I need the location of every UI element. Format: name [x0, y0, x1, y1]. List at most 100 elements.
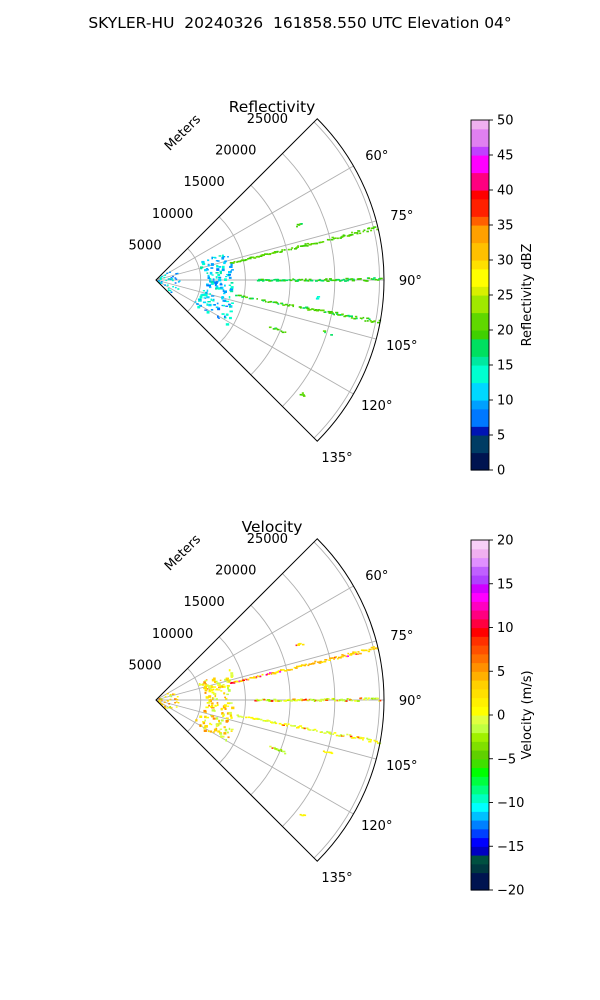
- data-point: [296, 726, 300, 729]
- colorbar-segment: [471, 417, 489, 427]
- data-point: [275, 301, 278, 304]
- data-point: [275, 280, 280, 282]
- data-point: [172, 693, 174, 695]
- data-point: [348, 315, 351, 318]
- data-point: [213, 728, 218, 732]
- data-point: [164, 707, 167, 709]
- data-point: [378, 319, 382, 322]
- data-point: [258, 699, 261, 702]
- data-point: [277, 670, 281, 672]
- data-point: [279, 671, 282, 673]
- data-point: [360, 697, 363, 699]
- colorbar-label: Reflectivity dBZ: [520, 244, 535, 347]
- data-point: [174, 698, 176, 700]
- colorbar-segment: [471, 163, 489, 174]
- data-point: [340, 655, 344, 658]
- data-point: [277, 278, 280, 281]
- data-point: [337, 657, 339, 660]
- data-point: [212, 692, 217, 695]
- data-point: [364, 697, 368, 699]
- data-point: [206, 702, 210, 704]
- data-point: [363, 698, 366, 701]
- data-point: [214, 281, 218, 284]
- data-point: [296, 280, 300, 282]
- data-point: [316, 730, 318, 732]
- data-point: [329, 733, 332, 735]
- data-point: [324, 311, 327, 313]
- data-point: [270, 279, 274, 282]
- data-point: [208, 699, 211, 702]
- data-point: [171, 279, 174, 282]
- angular-tick-label: 135°: [321, 871, 352, 886]
- data-point: [309, 243, 312, 246]
- radial-axis-label: Meters: [162, 532, 204, 574]
- data-point: [205, 684, 208, 687]
- data-point: [208, 303, 212, 307]
- data-point: [225, 276, 228, 278]
- data-point: [230, 672, 234, 675]
- data-point: [354, 700, 356, 702]
- data-point: [337, 699, 341, 702]
- colorbar-segment: [471, 435, 489, 445]
- data-point: [368, 227, 371, 229]
- data-point: [368, 648, 372, 651]
- data-point: [313, 728, 317, 731]
- data-point: [253, 718, 256, 720]
- data-point: [225, 717, 228, 720]
- data-point: [230, 716, 233, 719]
- data-point: [230, 730, 233, 732]
- data-point: [373, 277, 376, 279]
- data-point: [307, 699, 310, 702]
- colorbar-segment: [471, 190, 489, 200]
- colorbar-segment: [471, 636, 489, 646]
- data-point: [361, 317, 363, 320]
- data-point: [210, 263, 214, 266]
- data-point: [230, 263, 233, 267]
- data-point: [262, 300, 265, 302]
- data-point: [301, 699, 303, 702]
- data-point: [206, 684, 209, 687]
- data-point: [311, 308, 313, 310]
- data-point: [244, 259, 248, 261]
- colorbar-segment: [471, 706, 489, 716]
- data-point: [208, 701, 211, 704]
- data-point: [287, 248, 290, 251]
- data-point: [221, 735, 225, 738]
- data-point: [216, 682, 220, 685]
- data-point: [206, 303, 209, 306]
- data-point: [339, 734, 343, 736]
- data-point: [252, 718, 255, 720]
- data-point: [347, 652, 350, 655]
- data-point: [353, 232, 356, 234]
- data-point: [229, 682, 233, 684]
- data-point: [265, 253, 268, 255]
- data-point: [315, 280, 318, 282]
- data-point: [357, 230, 361, 232]
- data-point: [224, 260, 227, 262]
- data-point: [214, 284, 217, 287]
- data-point: [251, 256, 255, 259]
- data-point: [267, 720, 271, 722]
- data-point: [207, 259, 210, 262]
- data-point: [177, 702, 180, 704]
- data-point: [325, 278, 328, 280]
- data-point: [256, 675, 259, 677]
- colorbar-segment: [471, 268, 489, 279]
- data-point: [263, 299, 266, 301]
- data-point: [359, 278, 362, 280]
- data-point: [208, 704, 210, 707]
- data-point: [172, 275, 174, 278]
- data-point: [316, 297, 319, 300]
- data-point: [229, 714, 233, 717]
- colorbar-segment: [471, 321, 489, 331]
- data-point: [303, 244, 307, 247]
- data-point: [226, 300, 230, 303]
- data-point: [283, 279, 286, 282]
- data-point: [355, 700, 358, 702]
- data-point: [281, 669, 285, 671]
- data-point: [157, 280, 160, 282]
- data-point: [168, 278, 171, 280]
- data-point: [341, 235, 345, 238]
- data-point: [268, 280, 272, 282]
- data-point: [301, 278, 304, 281]
